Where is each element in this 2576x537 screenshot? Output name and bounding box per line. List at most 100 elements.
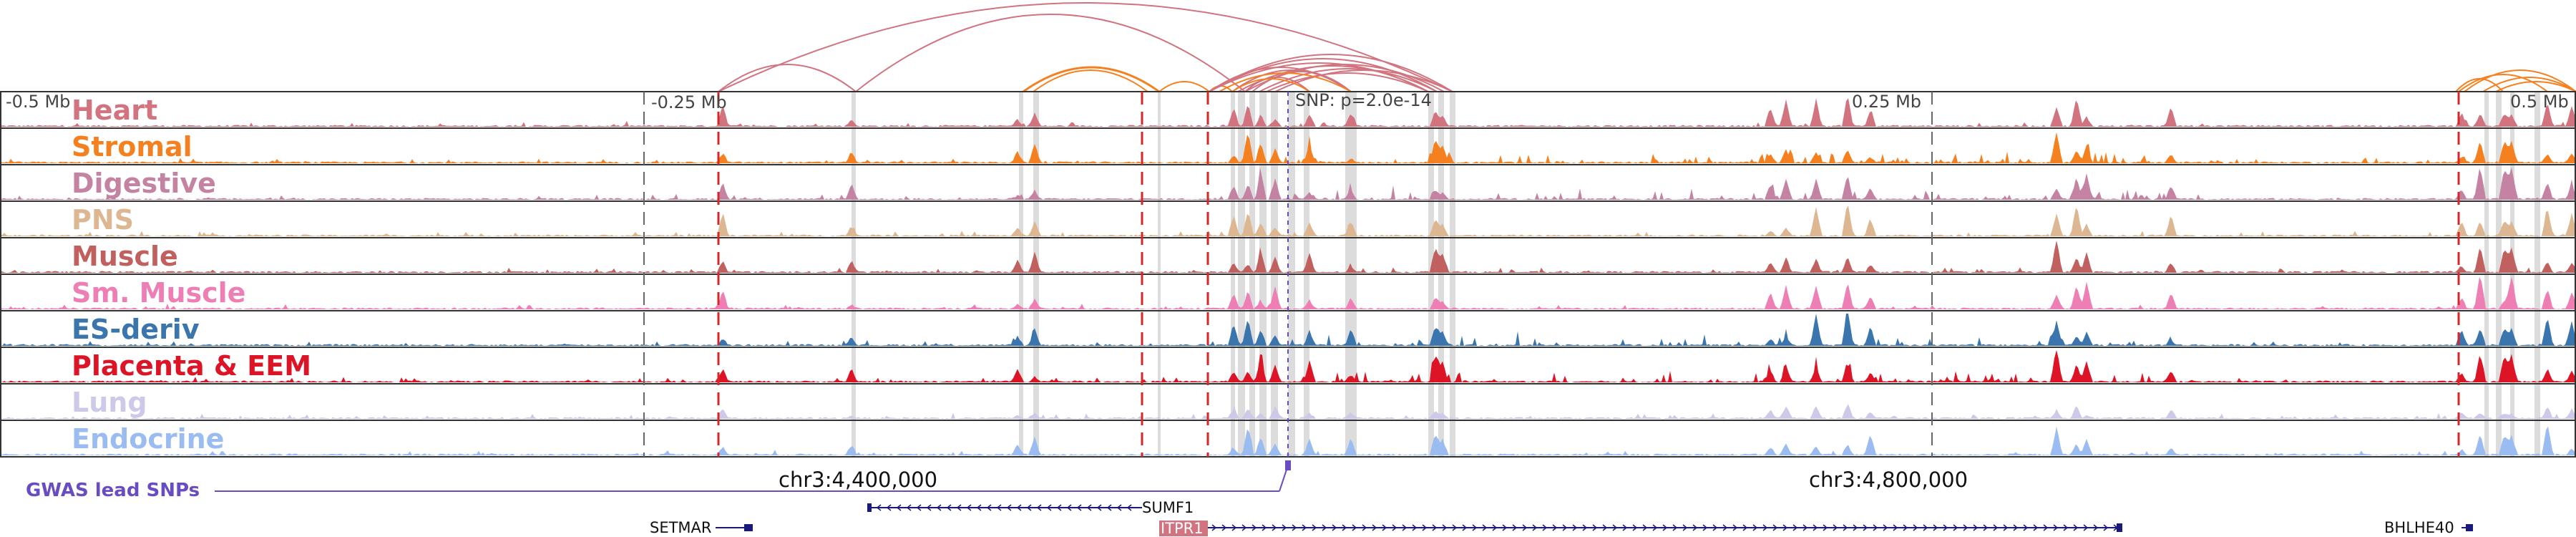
strand-chevron — [1362, 524, 1367, 531]
strand-chevron — [1532, 524, 1538, 531]
strand-chevron — [1883, 524, 1888, 531]
strand-chevron — [1442, 524, 1448, 531]
strand-chevron — [1823, 524, 1828, 531]
scale-tick-0.5: 0.5 Mb — [2510, 92, 2569, 112]
snp-pvalue-label: SNP: p=2.0e-14 — [1295, 90, 1432, 110]
strand-chevron — [1993, 524, 1999, 531]
interaction-arc — [1231, 78, 1310, 92]
track-label: Endocrine — [72, 423, 224, 455]
strand-chevron — [1342, 524, 1347, 531]
strand-chevron — [1302, 524, 1307, 531]
interaction-arc — [1158, 81, 1210, 92]
strand-chevron — [2073, 524, 2079, 531]
interaction-arcs — [718, 2, 2576, 93]
track-label: Lung — [72, 387, 147, 418]
strand-chevron — [1642, 524, 1648, 531]
track-label: Digestive — [72, 168, 216, 199]
strand-chevron — [1772, 524, 1778, 531]
strand-chevron — [1562, 524, 1568, 531]
gwas-track: GWAS lead SNPs — [26, 460, 1291, 501]
strand-chevron — [1652, 524, 1658, 531]
strand-chevron — [1873, 524, 1878, 531]
gwas-lead-snps-label: GWAS lead SNPs — [26, 480, 200, 501]
strand-chevron — [1752, 524, 1758, 531]
strand-chevron — [896, 504, 902, 511]
strand-chevron — [906, 504, 912, 511]
coordinate-label-1: chr3:4,400,000 — [779, 468, 937, 492]
strand-chevron — [2053, 524, 2059, 531]
track-label: PNS — [72, 204, 134, 236]
strand-chevron — [1923, 524, 1928, 531]
track-label: Muscle — [72, 241, 178, 272]
strand-chevron — [1272, 524, 1277, 531]
strand-chevron — [1036, 504, 1042, 511]
gene-exon-itpr1 — [2117, 523, 2122, 532]
strand-chevron — [1402, 524, 1407, 531]
strand-chevron — [1006, 504, 1012, 511]
interaction-arc — [1209, 54, 1453, 92]
strand-chevron — [1622, 524, 1628, 531]
strand-chevron — [966, 504, 972, 511]
strand-chevron — [1843, 524, 1848, 531]
gene-exon-bhlhe40 — [2466, 524, 2473, 531]
gene-label-itpr1: ITPR1 — [1161, 520, 1204, 537]
strand-chevron — [1211, 524, 1217, 531]
strand-chevron — [1833, 524, 1838, 531]
strand-chevron — [1582, 524, 1588, 531]
interaction-arc — [855, 14, 1246, 92]
gene-highlight-itpr1 — [1159, 521, 1208, 536]
strand-chevron — [1762, 524, 1768, 531]
strand-chevron — [1422, 524, 1428, 531]
strand-chevron — [2013, 524, 2019, 531]
strand-chevron — [1372, 524, 1377, 531]
strand-chevron — [1076, 504, 1082, 511]
strand-chevron — [1472, 524, 1478, 531]
strand-chevron — [1572, 524, 1578, 531]
strand-chevron — [1252, 524, 1257, 531]
strand-chevron — [1953, 524, 1958, 531]
strand-chevron — [1943, 524, 1948, 531]
interaction-arc — [2482, 77, 2576, 92]
strand-chevron — [1432, 524, 1438, 531]
strand-chevron — [986, 504, 992, 511]
strand-chevron — [1602, 524, 1608, 531]
strand-chevron — [1086, 504, 1092, 511]
strand-chevron — [1231, 524, 1237, 531]
scale-tick-neg-0.25: -0.25 Mb — [651, 92, 727, 112]
gene-label-setmar: SETMAR — [650, 519, 712, 536]
gene-track: SETMAR SUMF1 ITPR1 BHLHE40 — [650, 499, 2473, 537]
strand-chevron — [2083, 524, 2089, 531]
interaction-arc — [1244, 77, 1310, 92]
strand-chevron — [946, 504, 952, 511]
strand-chevron — [1913, 524, 1918, 531]
strand-chevron — [2063, 524, 2069, 531]
strand-chevron — [876, 504, 882, 511]
strand-chevron — [1292, 524, 1297, 531]
strand-chevron — [1066, 504, 1072, 511]
scale-tick-0.25: 0.25 Mb — [1852, 92, 1921, 112]
strand-chevron — [1522, 524, 1528, 531]
strand-chevron — [1592, 524, 1598, 531]
strand-chevron — [1662, 524, 1668, 531]
strand-chevron — [2113, 524, 2119, 531]
track-label: ES-deriv — [72, 314, 200, 345]
strand-chevron — [1046, 504, 1052, 511]
strand-chevron — [1492, 524, 1498, 531]
interaction-arc — [1219, 72, 1352, 92]
strand-chevron — [1722, 524, 1728, 531]
strand-chevron — [1322, 524, 1327, 531]
strand-chevron — [1126, 504, 1132, 511]
strand-chevron — [1382, 524, 1387, 531]
strand-chevron — [1332, 524, 1337, 531]
strand-chevron — [1016, 504, 1022, 511]
strand-chevron — [1502, 524, 1508, 531]
interaction-arc — [2464, 69, 2576, 92]
interaction-arc — [1209, 58, 1438, 92]
strand-chevron — [2043, 524, 2049, 531]
strand-chevron — [1106, 504, 1112, 511]
track-label: Stromal — [72, 131, 192, 163]
strand-chevron — [2023, 524, 2029, 531]
strand-chevron — [1056, 504, 1062, 511]
strand-chevron — [2093, 524, 2099, 531]
